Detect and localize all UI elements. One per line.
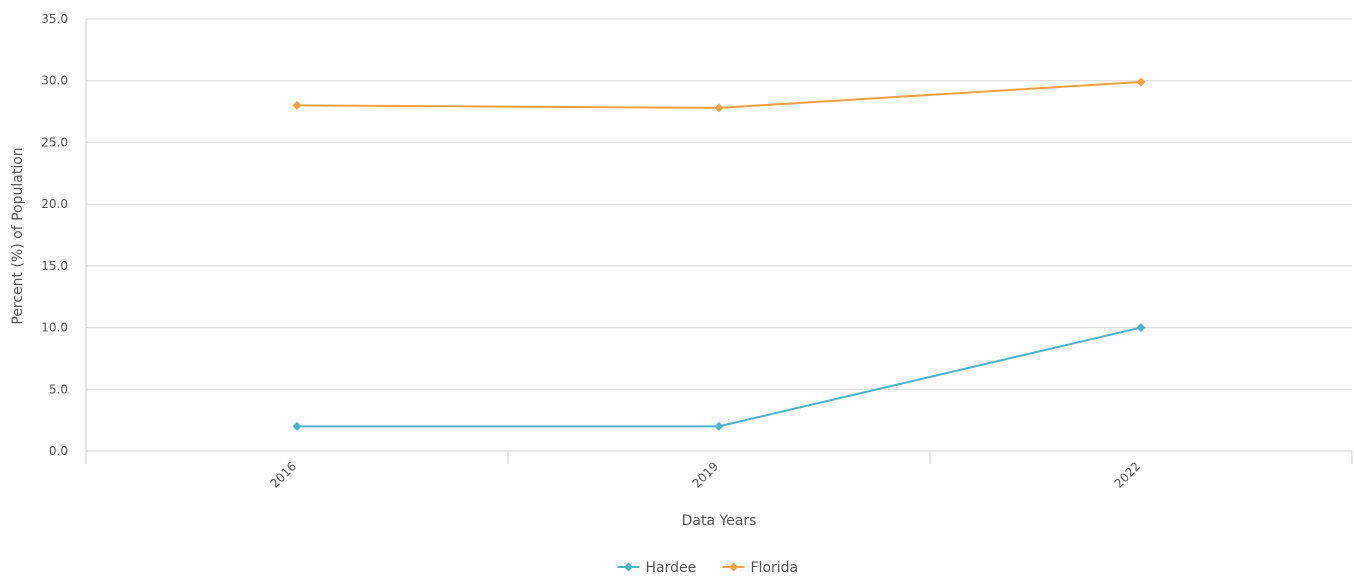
- legend-label: Florida: [751, 560, 799, 576]
- x-tick-label: 2019: [690, 459, 721, 490]
- legend-item-florida[interactable]: Florida: [722, 560, 799, 576]
- legend-diamond-icon: [729, 562, 738, 572]
- axis-layer: 0.0 5.0 10.0 15.0 20.0 25.0 30.0 35.0 2016 2019 20…: [41, 12, 1353, 491]
- data-point-florida[interactable]: [1136, 77, 1146, 87]
- data-point-hardee[interactable]: [292, 421, 302, 431]
- x-axis-title: Data Years: [682, 513, 757, 529]
- series-layer: [292, 77, 1146, 431]
- data-point-florida[interactable]: [292, 100, 302, 110]
- y-tick-label: 35.0: [41, 12, 68, 26]
- x-tick-label: 2016: [268, 459, 299, 490]
- y-tick-label: 10.0: [41, 321, 68, 335]
- legend-item-hardee[interactable]: Hardee: [617, 560, 697, 576]
- legend-diamond-icon: [624, 562, 633, 572]
- grid-layer: [86, 18, 1352, 452]
- y-tick-label: 25.0: [41, 135, 68, 149]
- legend[interactable]: Hardee Florida: [617, 560, 799, 576]
- y-tick-label: 20.0: [41, 197, 68, 211]
- y-tick-label: 15.0: [41, 259, 68, 273]
- data-point-hardee[interactable]: [1136, 323, 1146, 333]
- y-tick-label: 30.0: [41, 74, 68, 88]
- data-point-florida[interactable]: [714, 103, 724, 113]
- data-point-hardee[interactable]: [714, 421, 724, 431]
- y-tick-label: 0.0: [49, 444, 68, 458]
- legend-label: Hardee: [646, 560, 697, 576]
- series-line-hardee: [297, 326, 1142, 428]
- x-tick-label: 2022: [1112, 459, 1143, 490]
- y-axis-title: Percent (%) of Population: [10, 147, 26, 324]
- y-tick-label: 5.0: [49, 382, 68, 396]
